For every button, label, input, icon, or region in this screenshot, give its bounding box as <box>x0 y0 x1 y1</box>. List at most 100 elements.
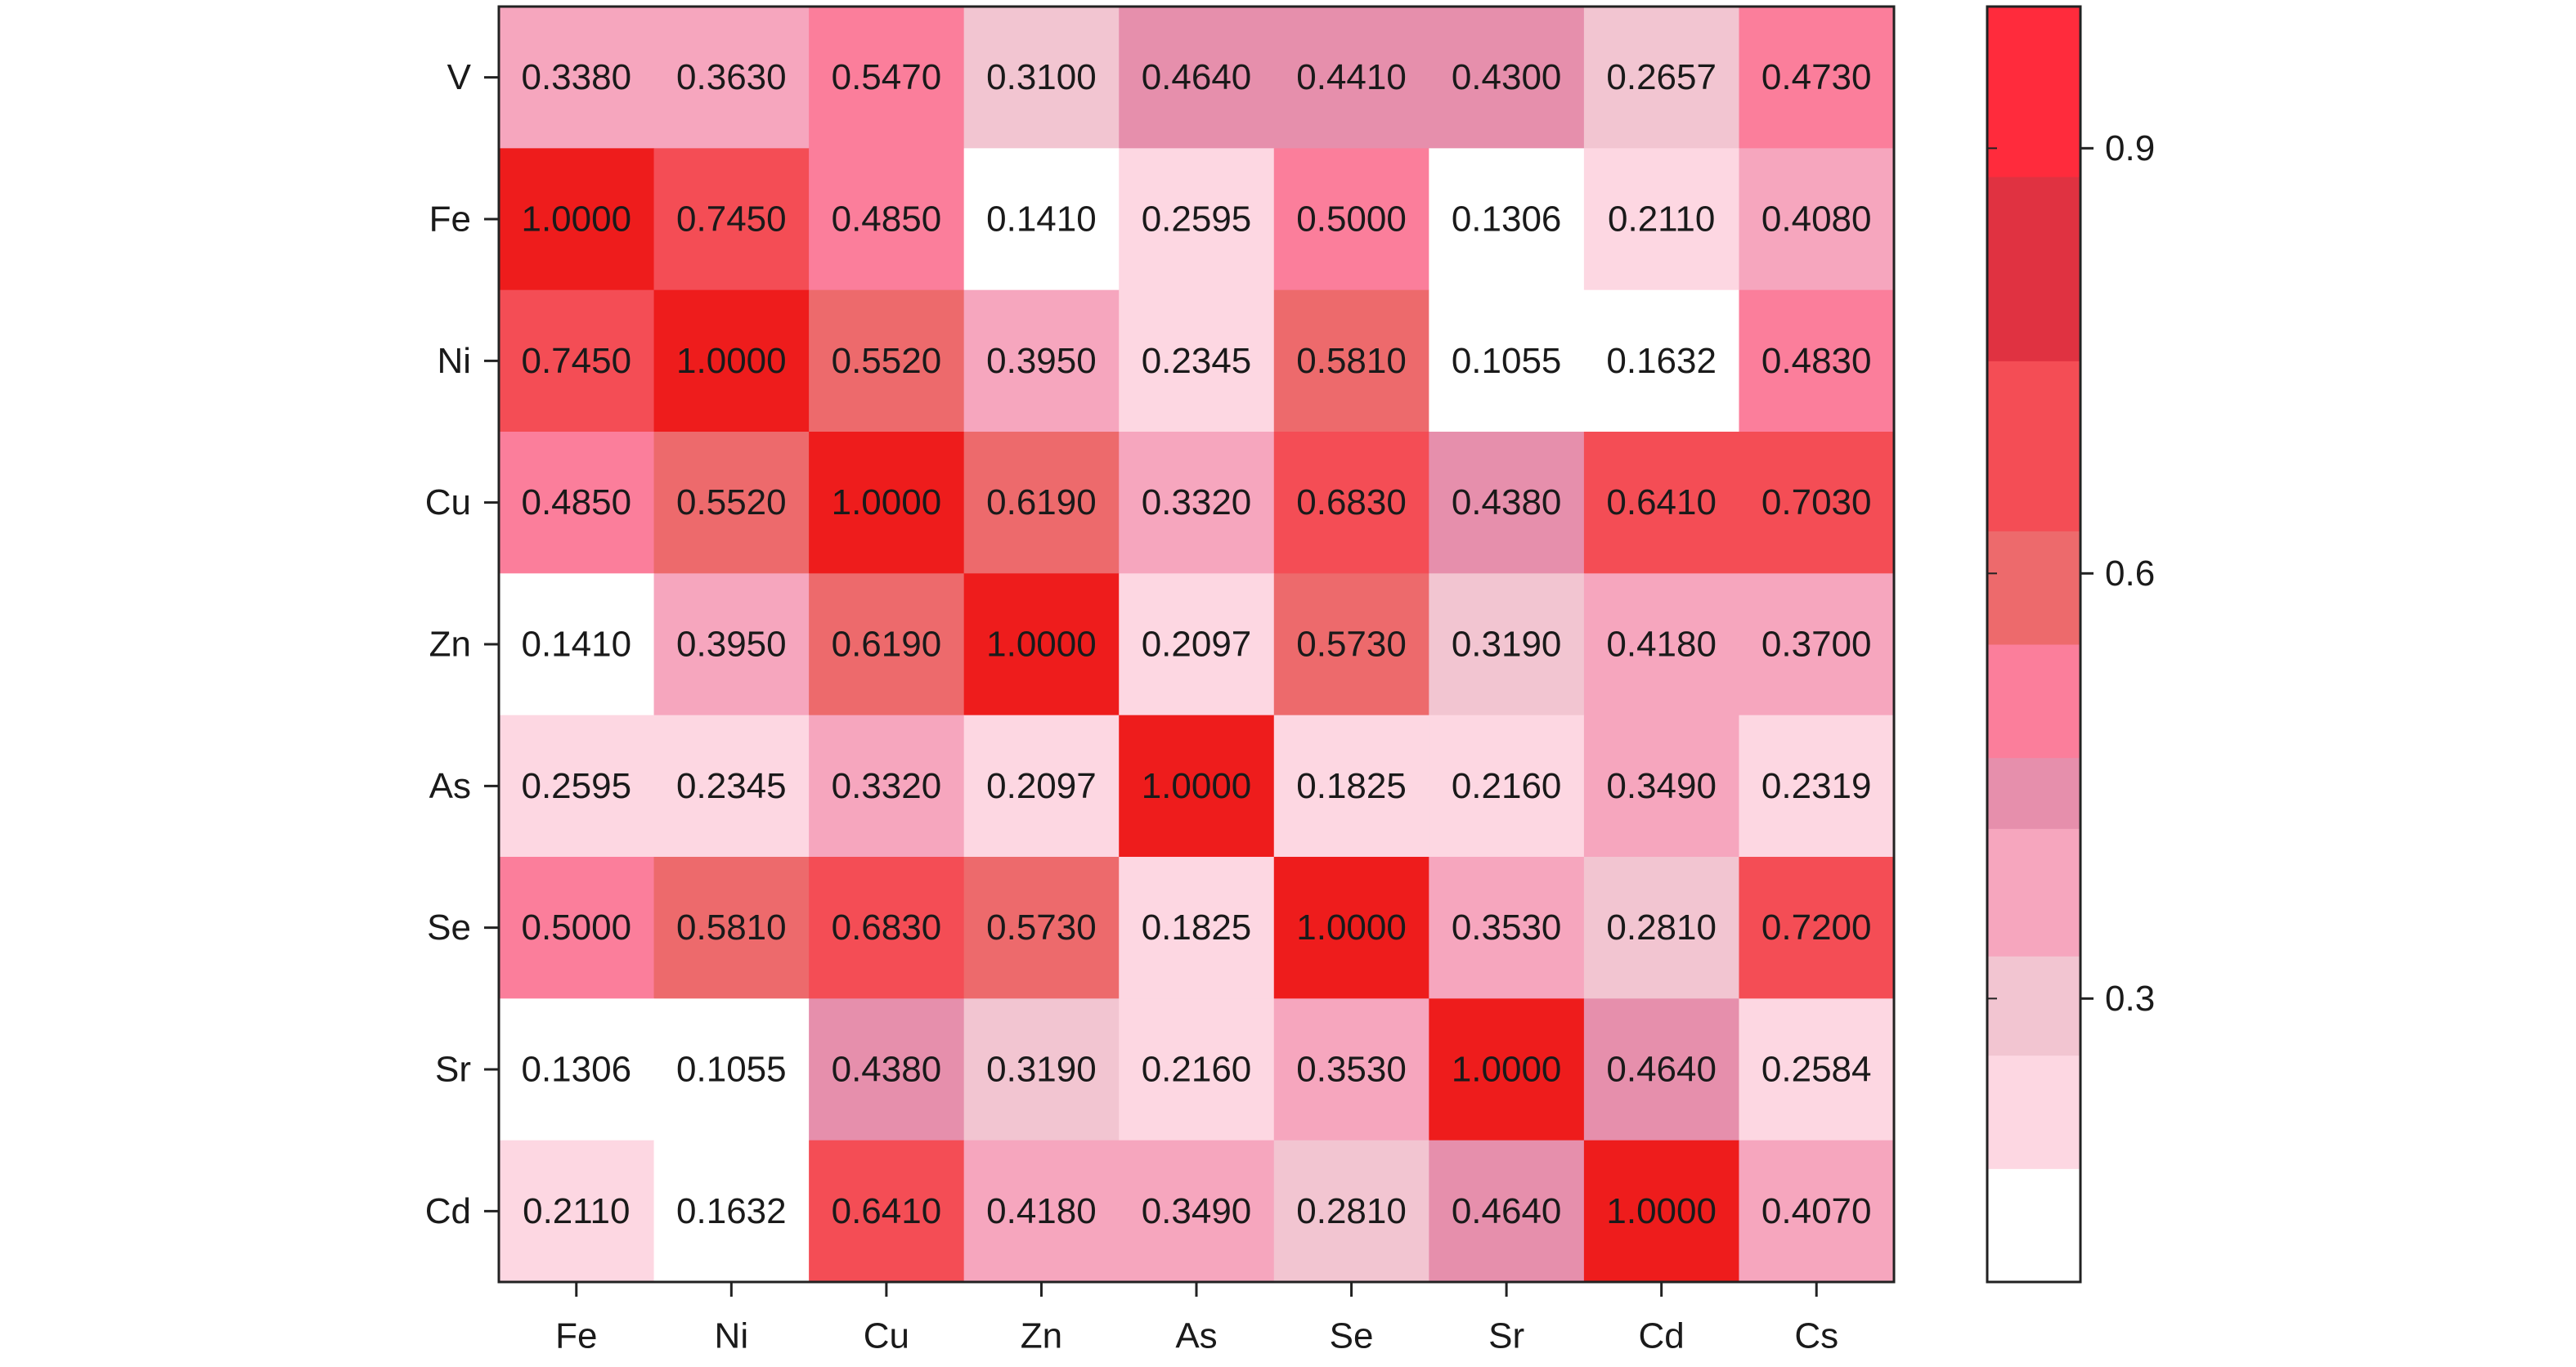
cell-value-label: 0.3530 <box>1452 908 1562 948</box>
cell-value-label: 0.6410 <box>1606 482 1717 522</box>
heatmap-cell <box>1119 998 1275 1141</box>
colorbar-band <box>1987 956 2080 1056</box>
y-tick-label: Se <box>427 908 471 948</box>
x-tick-label: As <box>1175 1316 1217 1356</box>
x-tick-label: Cu <box>864 1316 909 1356</box>
cell-value-label: 0.3320 <box>832 766 942 806</box>
cell-value-label: 0.3100 <box>986 57 1097 97</box>
heatmap-cell <box>1119 7 1275 149</box>
cell-value-label: 0.6410 <box>832 1191 942 1231</box>
x-tick-label: Zn <box>1021 1316 1062 1356</box>
heatmap-cell <box>1429 432 1585 574</box>
heatmap-cell <box>1273 573 1429 716</box>
cell-value-label: 0.2110 <box>1608 199 1715 240</box>
cell-value-label: 0.2595 <box>1142 199 1252 240</box>
colorbar-tick-label: 0.6 <box>2105 554 2155 594</box>
colorbar-band <box>1987 828 2080 957</box>
heatmap-cell <box>809 573 965 716</box>
cell-value-label: 0.2345 <box>1142 341 1252 381</box>
heatmap-cell <box>653 1140 810 1283</box>
colorbar-band <box>1987 757 2080 829</box>
heatmap-cell <box>963 715 1120 858</box>
colorbar: 0.3 0.6 0.9 <box>1986 5 2155 1284</box>
heatmap-cell <box>963 857 1120 999</box>
cell-value-label: 0.3490 <box>1606 766 1717 806</box>
heatmap-cell <box>1119 715 1275 858</box>
cell-value-label: 0.2097 <box>986 766 1097 806</box>
cell-value-label: 0.5000 <box>521 908 631 948</box>
y-axis: V Fe Ni Cu Zn As Se Sr Cd <box>425 57 499 1231</box>
cell-value-label: 0.6830 <box>1296 482 1407 522</box>
heatmap-cell <box>1583 7 1739 149</box>
cell-value-label: 0.1055 <box>676 1050 787 1090</box>
heatmap-cell <box>1119 289 1275 433</box>
cell-value-label: 0.3950 <box>986 341 1097 381</box>
heatmap-cell <box>1273 7 1429 149</box>
cell-value-label: 0.3380 <box>521 57 631 97</box>
cell-value-label: 0.4080 <box>1761 199 1872 240</box>
heatmap-cell <box>963 432 1120 574</box>
cell-value-label: 0.1055 <box>1452 341 1562 381</box>
heatmap-value-labels: 0.3380 0.3630 0.5470 0.3100 0.4640 0.4410 0.43… <box>521 57 1871 1231</box>
x-tick-label: Se <box>1330 1316 1374 1356</box>
cell-value-label: 0.7030 <box>1761 482 1872 522</box>
cell-value-label: 0.5000 <box>1296 199 1407 240</box>
cell-value-label: 0.4850 <box>521 482 631 522</box>
heatmap-cell <box>809 148 965 291</box>
heatmap-cell <box>499 998 655 1141</box>
cell-value-label: 1.0000 <box>521 199 631 240</box>
heatmap-cell <box>1429 289 1585 433</box>
cell-value-label: 1.0000 <box>1296 908 1407 948</box>
heatmap-cell <box>1273 998 1429 1141</box>
y-tick-label: Cu <box>425 482 471 522</box>
heatmap-cell <box>809 998 965 1141</box>
cell-value-label: 0.4380 <box>832 1050 942 1090</box>
cell-value-label: 0.2584 <box>1761 1050 1872 1090</box>
cell-value-label: 1.0000 <box>832 482 942 522</box>
colorbar-band <box>1987 361 2080 531</box>
heatmap-cell <box>809 857 965 999</box>
cell-value-label: 0.5520 <box>676 482 787 522</box>
y-tick-label: Fe <box>429 199 471 240</box>
heatmap-cells <box>499 7 1895 1283</box>
heatmap-cell <box>1119 573 1275 716</box>
cell-value-label: 0.4830 <box>1761 341 1872 381</box>
heatmap-cell <box>1739 7 1895 149</box>
cell-value-label: 0.2657 <box>1606 57 1717 97</box>
cell-value-label: 1.0000 <box>986 625 1097 665</box>
y-tick-label: Cd <box>425 1191 471 1231</box>
cell-value-label: 0.5730 <box>1296 625 1407 665</box>
cell-value-label: 0.1632 <box>1606 341 1717 381</box>
cell-value-label: 0.1410 <box>521 625 631 665</box>
cell-value-label: 0.3630 <box>676 57 787 97</box>
cell-value-label: 0.7450 <box>676 199 787 240</box>
cell-value-label: 0.4070 <box>1761 1191 1872 1231</box>
heatmap-cell <box>1273 857 1429 999</box>
heatmap-cell <box>1739 148 1895 291</box>
colorbar-tick-label: 0.3 <box>2105 979 2155 1019</box>
heatmap-cell <box>1273 289 1429 433</box>
heatmap-cell <box>1273 1140 1429 1283</box>
heatmap-cell <box>499 7 655 149</box>
cell-value-label: 0.3190 <box>1452 625 1562 665</box>
heatmap-cell <box>963 1140 1120 1283</box>
heatmap-cell <box>1429 998 1585 1141</box>
cell-value-label: 0.4180 <box>986 1191 1097 1231</box>
heatmap-cell <box>809 1140 965 1283</box>
heatmap-cell <box>1739 715 1895 858</box>
heatmap-cell <box>1429 857 1585 999</box>
cell-value-label: 0.2097 <box>1142 625 1252 665</box>
colorbar-band <box>1987 1168 2080 1283</box>
heatmap-cell <box>1739 289 1895 433</box>
cell-value-label: 0.5810 <box>1296 341 1407 381</box>
heatmap-cell <box>499 289 655 433</box>
heatmap-cell <box>1429 573 1585 716</box>
x-axis: Fe Ni Cu Zn As Se Sr Cd Cs <box>555 1282 1838 1356</box>
y-tick-label: As <box>429 766 471 806</box>
cell-value-label: 0.2110 <box>523 1191 630 1231</box>
colorbar-frame <box>1986 5 2082 1284</box>
cell-value-label: 0.3190 <box>986 1050 1097 1090</box>
heatmap-cell <box>653 857 810 999</box>
cell-value-label: 0.2160 <box>1452 766 1562 806</box>
